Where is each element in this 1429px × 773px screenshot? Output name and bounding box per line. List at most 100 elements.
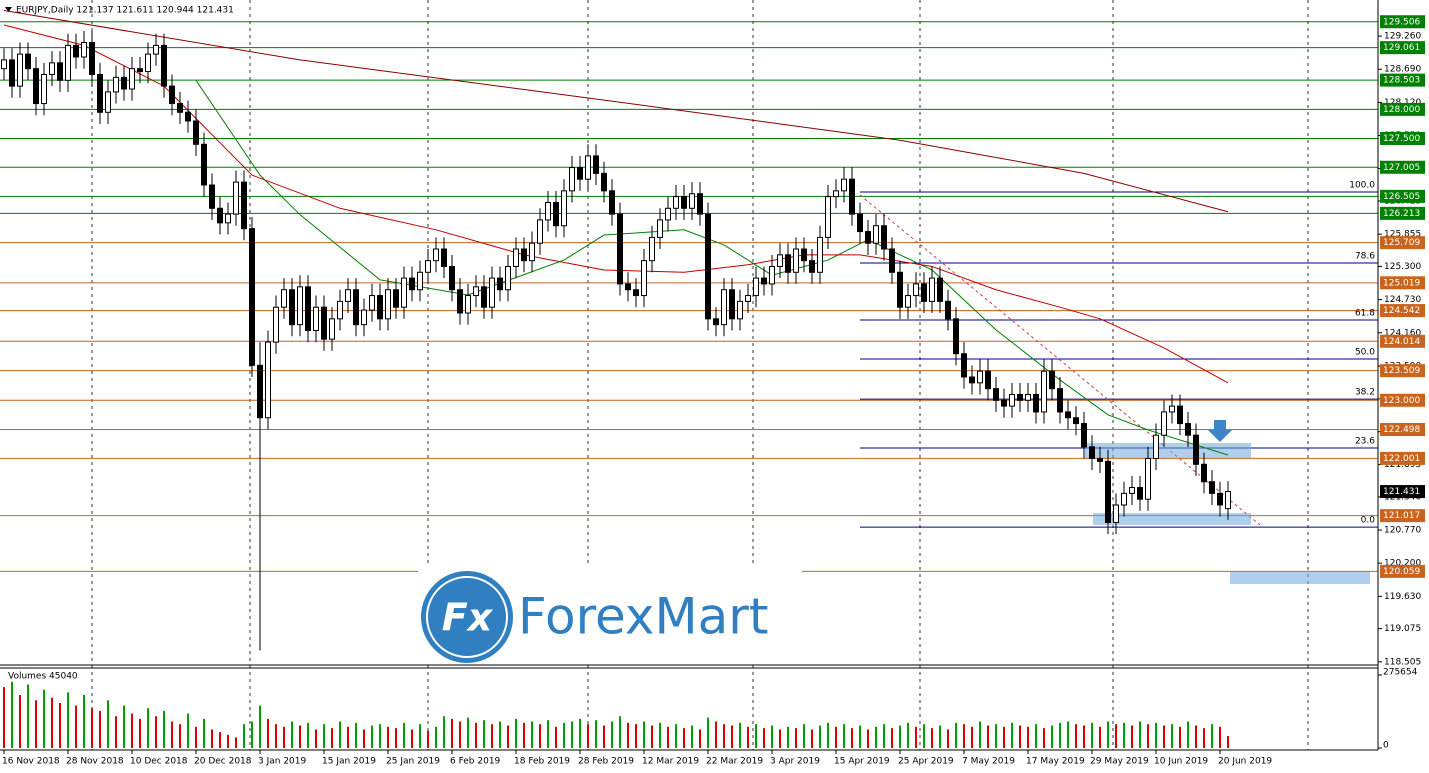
candle-body	[345, 289, 351, 302]
y-tick-label: 124.160	[1384, 328, 1421, 338]
candle-body	[889, 248, 895, 273]
candle-body	[449, 265, 455, 291]
level-label-bg	[1380, 41, 1425, 55]
y-tick-label: 120.200	[1384, 559, 1421, 569]
candle-body	[105, 91, 111, 113]
candle-body	[849, 178, 855, 215]
plot	[1, 9, 1231, 748]
x-tick-label: 10 Jun 2019	[1154, 757, 1208, 767]
candle-body	[969, 376, 975, 384]
candle-body	[1153, 434, 1159, 459]
level-label: 127.500	[1383, 134, 1420, 144]
candle-body	[1065, 411, 1071, 419]
candle-body	[1185, 423, 1191, 436]
x-tick-label: 3 Apr 2019	[770, 757, 820, 767]
candle-body	[89, 41, 95, 75]
candle-body	[153, 44, 159, 55]
candle-body	[1009, 393, 1015, 407]
x-tick-label: 20 Dec 2018	[194, 757, 252, 767]
candle-body	[305, 286, 311, 331]
zone	[1230, 572, 1370, 584]
candle-body	[385, 289, 391, 320]
candle-body	[641, 260, 647, 297]
level-label: 125.709	[1383, 238, 1420, 248]
candle-body	[753, 277, 759, 297]
candle-body	[601, 172, 607, 192]
candle-body	[553, 201, 559, 227]
y-tick-label: 128.690	[1384, 65, 1421, 75]
symbol-header: EURJPY,Daily 121.137 121.611 120.944 121…	[16, 6, 234, 16]
candle-body	[209, 184, 215, 209]
candle-body	[513, 248, 519, 267]
arrow	[1208, 420, 1232, 442]
candle-body	[9, 59, 15, 87]
candle-body	[313, 306, 319, 331]
candle-body	[137, 68, 143, 73]
candle-body	[241, 181, 247, 230]
x-tick-label: 28 Nov 2018	[66, 757, 124, 767]
candle-body	[833, 190, 839, 198]
candle-body	[33, 68, 39, 105]
candle-body	[145, 53, 151, 73]
candle-body	[777, 254, 783, 267]
candle-body	[473, 286, 479, 297]
candle-body	[73, 44, 79, 58]
level-label-bg	[1380, 422, 1425, 436]
candle-body	[801, 248, 807, 262]
x-tick-label: 10 Dec 2018	[130, 757, 188, 767]
candle-body	[441, 248, 447, 267]
level-label-bg	[1380, 334, 1425, 348]
candle-body	[657, 219, 663, 238]
candle-body	[729, 289, 735, 320]
candle-body	[761, 277, 767, 285]
candle-body	[897, 271, 903, 308]
y-tick-label: 125.855	[1384, 230, 1421, 240]
logo-circle	[421, 571, 513, 663]
x-tick-label: 15 Apr 2019	[834, 757, 890, 767]
zone	[1093, 513, 1251, 525]
level-label-bg	[1380, 509, 1425, 523]
candle-body	[1113, 504, 1119, 523]
candle-body	[97, 73, 103, 113]
candle-body	[353, 289, 359, 326]
level-label: 126.505	[1383, 192, 1420, 202]
candle-body	[233, 181, 239, 215]
candle-body	[433, 248, 439, 262]
candle-body	[1025, 393, 1031, 401]
candle-body	[713, 318, 719, 326]
fib-label: 50.0	[1355, 347, 1375, 357]
fib-label: 0.0	[1361, 516, 1376, 526]
candle-body	[793, 248, 799, 273]
candle-body	[457, 289, 463, 314]
candle-body	[497, 277, 503, 291]
candle-body	[617, 213, 623, 285]
candle-body	[689, 193, 695, 209]
x-tick-label: 7 May 2019	[962, 757, 1015, 767]
candle-body	[1145, 457, 1151, 500]
x-tick-label: 20 Jun 2019	[1218, 757, 1272, 767]
candle-body	[1073, 417, 1079, 425]
level-label-bg	[1380, 364, 1425, 378]
level-label-bg	[1380, 276, 1425, 290]
y-tick-label: 119.075	[1384, 624, 1421, 634]
candle-body	[817, 236, 823, 273]
candle-body	[977, 370, 983, 384]
candle-body	[1217, 492, 1223, 506]
candle-body	[289, 289, 295, 326]
candle-body	[201, 143, 207, 186]
candle-body	[169, 85, 175, 105]
watermark: Fx ForexMart	[418, 566, 802, 664]
level-label: 124.542	[1383, 306, 1420, 316]
candle-body	[1121, 492, 1127, 506]
candle-body	[25, 53, 31, 70]
candle-body	[321, 306, 327, 340]
fib-label: 100.0	[1349, 180, 1375, 190]
candle-body	[961, 353, 967, 378]
candle-body	[41, 73, 47, 105]
candle-body	[65, 44, 71, 81]
level-label: 127.005	[1383, 163, 1420, 173]
candle-body	[673, 196, 679, 209]
trend-line	[859, 194, 1261, 526]
candle-body	[217, 207, 223, 224]
